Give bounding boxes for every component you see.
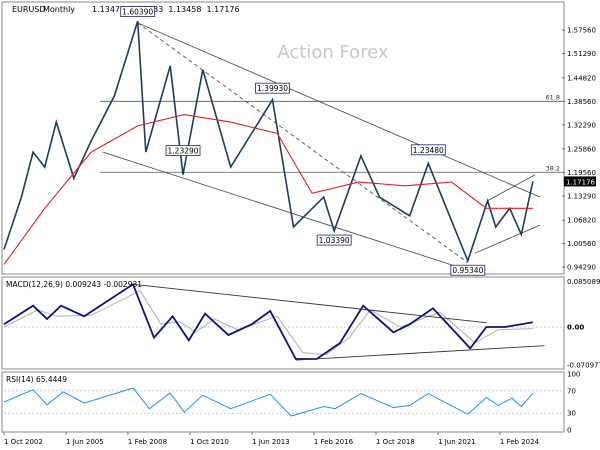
macd-plot bbox=[3, 282, 562, 361]
fib-levels: 61.8 38.2 bbox=[100, 93, 562, 173]
ohlc-header: 1.13470 1.17533 1.13458 1.17176 bbox=[92, 5, 240, 14]
price-label-box bbox=[165, 145, 201, 156]
price-label: 1.23480 bbox=[413, 146, 444, 155]
macd-tick-label: 0.085089 bbox=[567, 278, 600, 286]
x-tick-label: 1 Jun 2021 bbox=[438, 438, 476, 446]
price-tick-label: 1.38560 bbox=[567, 98, 596, 106]
price-tick-label: 1.19560 bbox=[567, 169, 596, 177]
trendline bbox=[137, 22, 541, 198]
macd-signal-line bbox=[3, 290, 533, 356]
rsi-tick-label: 30 bbox=[567, 410, 576, 418]
macd-main-line bbox=[3, 282, 534, 360]
price-labels: 1.60390 1.39930 1.23290 1.03390 1.23480 0.953… bbox=[120, 6, 486, 276]
rsi-line bbox=[3, 387, 534, 417]
current-price-box bbox=[564, 176, 596, 187]
x-tick-label: 1 Feb 2016 bbox=[314, 438, 354, 446]
price-axis: 1.57560 1.51290 1.44820 1.38560 1.32290 1.258… bbox=[562, 27, 596, 272]
price-tick-label: 1.13290 bbox=[567, 192, 596, 200]
price-tick-label: 1.32290 bbox=[567, 121, 596, 129]
chart-symbol: EURUSD bbox=[12, 5, 46, 14]
x-tick-label: 1 Oct 2018 bbox=[376, 438, 415, 446]
rsi-panel bbox=[1, 371, 565, 433]
rsi-plot bbox=[3, 387, 562, 417]
price-label: 0.95340 bbox=[452, 266, 483, 275]
price-tick-label: 1.25860 bbox=[567, 145, 596, 153]
price-tick-label: 1.06820 bbox=[567, 217, 596, 225]
macd-tick-label: -0.070977 bbox=[567, 361, 600, 369]
fib-label: 61.8 bbox=[546, 93, 560, 101]
price-tick-label: 1.57560 bbox=[567, 27, 596, 35]
price-series bbox=[3, 20, 534, 264]
time-axis: 1 Oct 2002 1 Jun 2005 1 Feb 2008 1 Oct 2010… bbox=[3, 432, 540, 446]
price-label-box bbox=[450, 264, 486, 276]
price-line bbox=[3, 20, 534, 264]
moving-average-series bbox=[3, 114, 533, 265]
ma-line bbox=[3, 114, 533, 265]
price-label-box bbox=[316, 234, 352, 246]
price-tick-label: 1.00560 bbox=[567, 240, 596, 248]
trendline bbox=[487, 174, 536, 202]
macd-trendline bbox=[295, 345, 545, 361]
trendline bbox=[474, 224, 541, 254]
rsi-tick-label: 0 bbox=[567, 427, 571, 435]
price-label: 1.03390 bbox=[319, 236, 350, 245]
macd-tick-label: 0.00 bbox=[567, 324, 584, 332]
rsi-axis: 100 70 30 0 bbox=[567, 371, 580, 435]
current-price-label: 1.17176 bbox=[566, 178, 595, 186]
price-panel bbox=[1, 1, 565, 275]
trendline bbox=[137, 22, 469, 263]
price-tick-label: 1.44820 bbox=[567, 74, 596, 82]
price-label-box bbox=[255, 82, 290, 94]
macd-panel bbox=[1, 276, 565, 370]
x-tick-label: 1 Jun 2005 bbox=[66, 438, 104, 446]
watermark: Action Forex bbox=[277, 42, 389, 63]
price-label-box bbox=[410, 144, 446, 156]
rsi-tick-label: 100 bbox=[567, 371, 580, 379]
trendline bbox=[102, 151, 468, 271]
x-tick-label: 1 Oct 2002 bbox=[4, 438, 43, 446]
chart-period: Monthly bbox=[43, 5, 75, 14]
price-label: 1.23290 bbox=[168, 147, 199, 156]
price-trendlines bbox=[102, 22, 541, 271]
rsi-label: RSI(14) 65.4449 bbox=[6, 375, 67, 384]
x-tick-label: 1 Feb 2024 bbox=[500, 438, 540, 446]
price-tick-label: 1.51290 bbox=[567, 50, 596, 58]
x-tick-label: 1 Jun 2013 bbox=[252, 438, 290, 446]
x-tick-label: 1 Feb 2008 bbox=[128, 438, 167, 446]
macd-axis: 0.085089 0.00 -0.070977 bbox=[567, 278, 600, 369]
price-label: 1.60390 bbox=[122, 8, 153, 17]
price-label: 1.39930 bbox=[257, 84, 288, 93]
macd-label: MACD(12,26,9) 0.009243 -0.002931 bbox=[6, 280, 142, 289]
x-tick-label: 1 Oct 2010 bbox=[190, 438, 229, 446]
fib-label: 38.2 bbox=[546, 164, 560, 172]
rsi-tick-label: 70 bbox=[567, 387, 576, 395]
price-tick-label: 0.94290 bbox=[567, 264, 596, 272]
macd-trendline bbox=[132, 283, 487, 324]
price-label-box bbox=[120, 6, 156, 17]
